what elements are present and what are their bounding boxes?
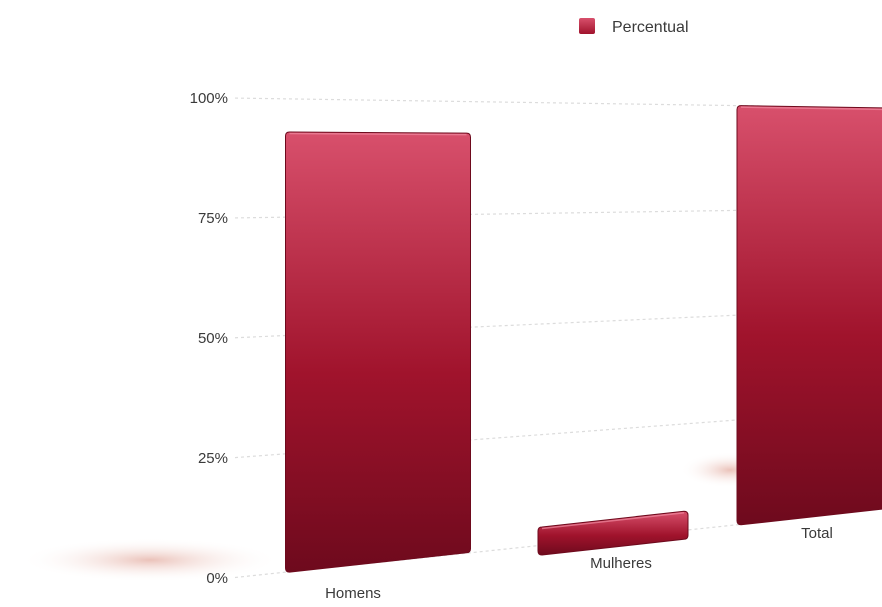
bars bbox=[286, 106, 882, 573]
gridline bbox=[235, 98, 760, 106]
y-tick-label: 25% bbox=[198, 450, 228, 467]
x-tick-label: Mulheres bbox=[590, 555, 652, 572]
legend: Percentual bbox=[579, 18, 689, 36]
x-tick-label: Total bbox=[801, 525, 833, 542]
x-tick-label: Homens bbox=[325, 585, 381, 602]
legend-swatch bbox=[579, 18, 595, 34]
y-tick-label: 100% bbox=[190, 90, 228, 107]
bar-total bbox=[737, 106, 882, 525]
y-tick-label: 50% bbox=[198, 330, 228, 347]
bar-homens bbox=[286, 132, 471, 572]
bar-mulheres bbox=[538, 511, 688, 555]
y-tick-label: 75% bbox=[198, 210, 228, 227]
y-tick-label: 0% bbox=[206, 570, 228, 587]
legend-label-percentual: Percentual bbox=[612, 19, 689, 36]
y-axis-ticks: 0% 25% 50% 75% 100% bbox=[190, 90, 228, 587]
